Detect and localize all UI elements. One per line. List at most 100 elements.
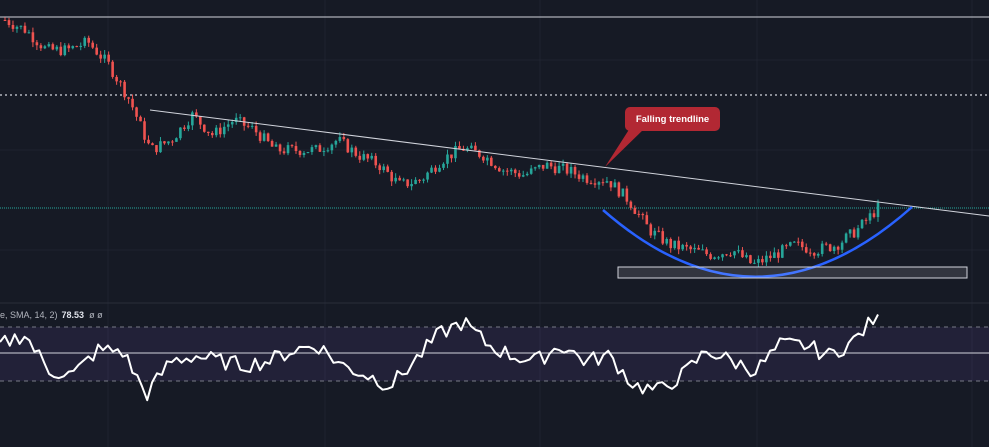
candle-body: [844, 233, 848, 243]
rounding-bottom-arc: [602, 206, 913, 278]
candle-body: [87, 37, 91, 43]
candle-body: [641, 214, 645, 216]
candle-body: [661, 231, 665, 244]
candle-body: [370, 155, 374, 159]
candle-body: [521, 175, 525, 177]
candle-body: [617, 182, 621, 197]
candle-body: [653, 230, 657, 236]
candle-body: [812, 253, 816, 256]
candle-body: [689, 246, 692, 250]
candle-body: [250, 125, 254, 127]
candle-body: [246, 125, 250, 127]
candle-body: [840, 242, 844, 250]
falling-trendline: [149, 109, 989, 217]
candle-body: [525, 173, 529, 176]
candle-body: [474, 145, 477, 151]
candle-body: [63, 45, 67, 56]
candle-body: [310, 147, 314, 153]
candle-body: [167, 141, 170, 144]
rsi-line: [0, 314, 879, 402]
candle-body: [410, 184, 413, 187]
candle-body: [406, 179, 409, 187]
candle-body: [3, 20, 7, 21]
candle-body: [67, 45, 71, 49]
candle-body: [800, 241, 804, 248]
candle-body: [27, 32, 31, 34]
candle-body: [717, 257, 720, 259]
candle-body: [226, 124, 230, 127]
candle-body: [545, 162, 549, 169]
candle-body: [258, 132, 262, 141]
candle-body: [23, 25, 27, 33]
candle-body: [645, 215, 649, 225]
candle-body: [151, 143, 154, 146]
candle-body: [478, 150, 481, 157]
candle-body: [864, 219, 868, 221]
candle-body: [565, 163, 569, 174]
candle-body: [350, 147, 354, 153]
candle-body: [517, 173, 521, 177]
candle-body: [513, 169, 517, 174]
candle-body: [569, 166, 573, 174]
candle-body: [609, 181, 613, 188]
candle-body: [804, 247, 808, 253]
candle-body: [573, 166, 577, 175]
candle-body: [131, 98, 134, 108]
candle-body: [597, 182, 601, 185]
candle-body: [745, 255, 748, 258]
candle-body: [183, 127, 186, 129]
candle-body: [234, 117, 238, 123]
candle-body: [302, 152, 306, 155]
candle-body: [613, 182, 617, 188]
candle-body: [677, 240, 680, 250]
candle-body: [749, 255, 752, 264]
candle-body: [761, 259, 764, 263]
candle-body: [7, 20, 11, 25]
candle-body: [51, 44, 55, 50]
candle-body: [135, 107, 138, 117]
candle-body: [848, 229, 852, 234]
candle-body: [729, 255, 732, 257]
candle-body: [230, 122, 234, 125]
candle-body: [187, 125, 190, 129]
candle-body: [430, 167, 433, 173]
candle-body: [179, 127, 182, 139]
candle-body: [199, 116, 202, 125]
candle-body: [458, 146, 461, 149]
candle-body: [123, 81, 126, 98]
candle-body: [422, 179, 425, 181]
rsi-legend: e, SMA, 14, 2) 78.53 ø ø: [0, 310, 103, 320]
candle-body: [482, 156, 485, 161]
candle-body: [175, 138, 178, 142]
candle-body: [342, 137, 346, 140]
candle-body: [374, 155, 378, 166]
candle-body: [470, 145, 473, 149]
candle-body: [589, 182, 593, 184]
candle-body: [270, 141, 274, 147]
candle-body: [378, 165, 382, 171]
candle-body: [494, 165, 497, 169]
candle-body: [657, 230, 661, 232]
falling-trendline-callout[interactable]: Falling trendline: [625, 107, 720, 131]
candle-body: [633, 207, 637, 214]
candle-body: [338, 137, 342, 141]
rsi-value: 78.53: [61, 310, 85, 320]
candle-body: [330, 144, 334, 151]
candle-body: [828, 244, 832, 252]
candle-body: [498, 168, 501, 172]
callout-pointer: [605, 128, 645, 167]
candle-body: [856, 228, 860, 238]
candle-body: [721, 254, 724, 258]
candle-body: [789, 242, 792, 246]
candle-body: [773, 252, 776, 259]
candle-body: [55, 46, 59, 50]
candle-body: [557, 165, 561, 174]
candle-body: [509, 169, 513, 172]
candle-body: [274, 144, 278, 147]
candle-body: [625, 188, 629, 202]
candle-body: [446, 154, 449, 164]
candle-body: [665, 238, 669, 244]
candle-body: [466, 148, 469, 151]
